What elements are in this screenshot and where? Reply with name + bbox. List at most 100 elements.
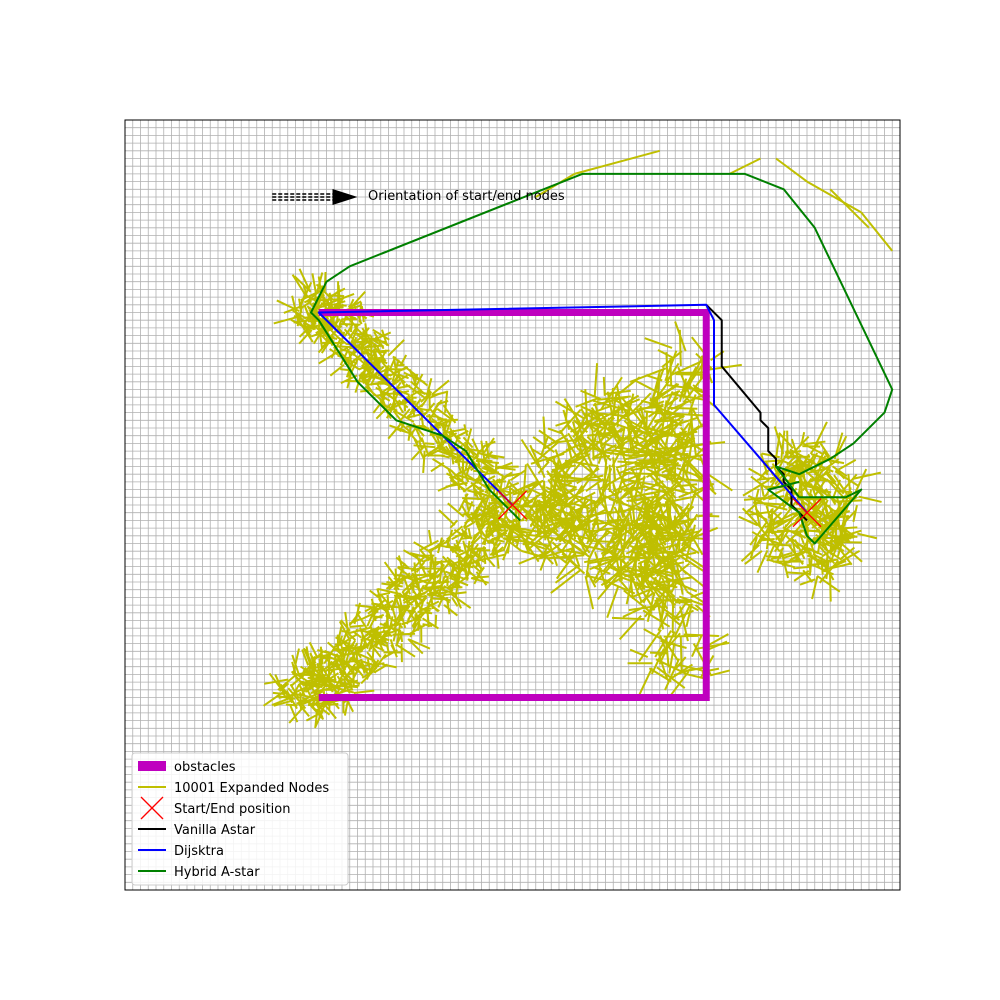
expanded-node-edge (525, 542, 540, 563)
expanded-node-edge (467, 528, 472, 539)
expanded-node-edge (670, 524, 686, 541)
expanded-node-edge (554, 523, 571, 541)
expanded-node-edge (611, 424, 624, 444)
expanded-node-edge (560, 409, 582, 433)
expanded-node-edge (584, 575, 594, 610)
expanded-node-edge (276, 695, 296, 700)
expanded-node-edge (803, 464, 827, 481)
expanded-node-edge (304, 293, 319, 303)
expanded-node-edge (415, 612, 422, 629)
expanded-node-edge (744, 492, 769, 515)
expanded-node-edge (582, 438, 597, 455)
expanded-node-edge (264, 678, 289, 685)
expanded-node-edge (685, 382, 717, 408)
expanded-node-edge (439, 421, 448, 445)
expanded-node-edge (339, 347, 353, 354)
expanded-node-edge (403, 586, 413, 596)
expanded-node-edge (554, 564, 580, 584)
expanded-node-edge (621, 557, 636, 581)
expanded-node-edge (559, 453, 591, 470)
expanded-node-edge (327, 287, 346, 299)
expanded-node-edge (376, 588, 383, 603)
expanded-node-edge (587, 430, 623, 437)
expanded-node-edge (596, 572, 621, 601)
expanded-node-edge (663, 634, 699, 638)
expanded-node-edge (363, 357, 372, 369)
expanded-node-edge (797, 459, 812, 479)
expanded-node-edge (650, 648, 665, 675)
expanded-node-edge (494, 538, 505, 543)
expanded-node-edge (409, 398, 422, 414)
expanded-node-edge (384, 364, 390, 379)
expanded-node-edge (398, 408, 411, 423)
expanded-node-edge (757, 476, 775, 481)
expanded-node-edge (272, 691, 285, 695)
expanded-node-edge (780, 430, 786, 460)
expanded-node-edge (654, 570, 674, 578)
expanded-node-edge (574, 149, 661, 175)
path-series (310, 172, 894, 545)
expanded-node-edge (650, 470, 677, 499)
expanded-node-edge (414, 426, 423, 443)
expanded-node-edge (446, 529, 454, 547)
expanded-node-edge (409, 433, 419, 444)
expanded-node-edge (636, 667, 653, 699)
expanded-node-edge (462, 436, 474, 449)
expanded-node-edge (756, 549, 769, 574)
expanded-node-edge (351, 352, 369, 368)
expanded-node-edge (349, 624, 364, 628)
expanded-node-edge (383, 561, 400, 582)
expanded-node-edge (398, 594, 403, 608)
expanded-node-edge (831, 465, 848, 478)
expanded-node-edge (408, 638, 431, 650)
expanded-node-edge (641, 554, 650, 575)
expanded-node-edge (600, 502, 619, 528)
expanded-node-edge (372, 328, 390, 341)
expanded-node-edge (431, 391, 447, 397)
expanded-node-edge (838, 515, 849, 538)
expanded-node-edge (300, 695, 321, 706)
expanded-node-edge (623, 486, 642, 492)
expanded-node-edge (592, 530, 608, 552)
expanded-node-edge (353, 356, 365, 361)
expanded-node-edge (366, 380, 389, 386)
expanded-node-edge (551, 541, 580, 570)
expanded-node-edge (451, 597, 459, 607)
expanded-node-edge (660, 520, 688, 532)
expanded-node-edge (627, 400, 665, 416)
expanded-node-edge (462, 497, 483, 501)
expanded-node-edge (594, 554, 623, 584)
expanded-node-edge (462, 518, 470, 528)
expanded-node-edge (381, 663, 397, 669)
expanded-node-edge (860, 211, 894, 252)
expanded-node-edge (738, 515, 759, 527)
expanded-node-edge (529, 522, 560, 549)
expanded-node-edge (568, 485, 584, 507)
marker-stroke (792, 498, 822, 528)
expanded-node-edge (595, 440, 624, 451)
expanded-node-edge (479, 506, 487, 527)
expanded-node-edge (362, 344, 383, 349)
annotation-text: Orientation of start/end nodes (368, 189, 565, 204)
expanded-node-edge (811, 475, 825, 493)
expanded-node-edge (338, 620, 351, 642)
expanded-node-edge (392, 355, 405, 367)
expanded-node-edge (470, 524, 486, 544)
expanded-node-edge (338, 633, 358, 647)
expanded-node-edge (327, 702, 339, 706)
expanded-node-edge (484, 460, 495, 468)
expanded-node-edge (631, 537, 660, 550)
expanded-node-edge (424, 442, 435, 445)
expanded-node-edge (802, 569, 814, 583)
expanded-node-edge (658, 586, 681, 605)
expanded-node-edge (337, 626, 343, 640)
expanded-node-edge (758, 518, 775, 545)
legend-box (131, 752, 349, 886)
expanded-node-edge (664, 640, 680, 662)
expanded-node-edge (393, 381, 402, 393)
expanded-node-edge (329, 680, 334, 693)
expanded-node-edge (400, 573, 415, 582)
expanded-node-edge (811, 576, 819, 600)
expanded-node-edge (339, 322, 361, 326)
expanded-node-edge (467, 489, 490, 497)
